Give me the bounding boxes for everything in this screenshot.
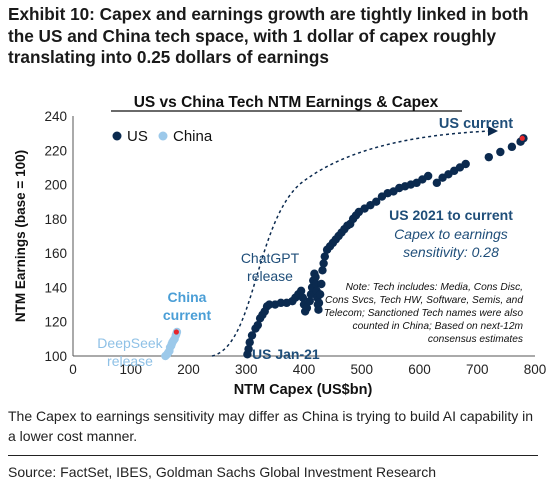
annotation-us-2021: US 2021 to current (389, 207, 513, 223)
us-point (371, 197, 381, 206)
y-tick-label: 140 (44, 280, 67, 295)
note-line-5: consensus estimates (428, 334, 523, 345)
y-tick-label: 180 (44, 212, 67, 227)
x-tick-label: 500 (350, 362, 373, 377)
annotation-chatgpt-2: release (247, 268, 293, 284)
note-line-2: Cons Svcs, Tech HW, Software, Semis, and (325, 295, 523, 306)
x-tick-label: 300 (235, 362, 258, 377)
exhibit-title: Exhibit 10: Capex and earnings growth ar… (8, 4, 529, 67)
footnote: The Capex to earnings sensitivity may di… (8, 408, 533, 444)
us-point (296, 286, 306, 296)
annotation-sensitivity-2: sensitivity: 0.28 (403, 244, 499, 260)
annotation-sensitivity-1: Capex to earnings (394, 226, 508, 242)
x-tick-label: 800 (524, 362, 546, 377)
y-tick-label: 100 (44, 349, 67, 364)
source: Source: FactSet, IBES, Goldman Sachs Glo… (8, 464, 436, 480)
note-line-3: Telecom; Sanctioned Tech names were also (324, 308, 523, 319)
us-point (314, 305, 323, 314)
us-point (507, 142, 517, 152)
us-point (461, 159, 470, 169)
us-point (298, 293, 308, 302)
note-line-4: counted in China; Based on next-12m (353, 321, 524, 332)
x-tick-labels: 0 100 200 300 400 500 600 700 800 (69, 362, 546, 377)
us-point (319, 259, 328, 268)
divider (8, 455, 538, 456)
x-tick-label: 400 (293, 362, 316, 377)
x-tick-label: 0 (69, 362, 77, 377)
annotation-us-current: US current (439, 116, 513, 132)
x-tick-label: 100 (119, 362, 142, 377)
legend-china-marker (158, 131, 168, 141)
legend-china-label: China (173, 128, 213, 145)
us-point (320, 252, 329, 261)
scatter-points (161, 134, 528, 361)
us-point (244, 344, 253, 354)
us-point (265, 300, 274, 309)
us-point (314, 298, 324, 308)
note-line-1: Note: Tech includes: Media, Cons Disc, (346, 282, 523, 293)
y-tick-label: 160 (44, 246, 67, 261)
legend-us-label: US (127, 128, 148, 145)
annotation-china-current-2: current (163, 307, 212, 323)
us-point (302, 303, 312, 313)
chart-title: US vs China Tech NTM Earnings & Capex (134, 94, 439, 111)
annotation-us-jan21: US Jan-21 (252, 346, 320, 362)
us-point (432, 178, 442, 188)
y-tick-label: 200 (44, 178, 67, 193)
china-current-highlight (173, 329, 179, 335)
us-point (276, 298, 286, 308)
y-tick-label: 120 (44, 315, 67, 330)
y-tick-label: 240 (44, 109, 67, 124)
us-point (245, 338, 254, 347)
annotation-chatgpt-1: ChatGPT (241, 250, 300, 266)
us-point (423, 171, 433, 181)
us-point (317, 279, 326, 289)
trend-arrow-head (488, 126, 498, 136)
us-point (484, 152, 493, 162)
us-point (311, 272, 320, 282)
x-tick-label: 200 (177, 362, 200, 377)
us-point (305, 296, 314, 306)
us-point (247, 331, 257, 340)
us-point (315, 290, 325, 299)
us-point (253, 320, 262, 330)
annotation-china-current-1: China (168, 289, 207, 305)
legend-us-marker (112, 131, 122, 141)
y-tick-labels: 100 120 140 160 180 200 220 240 (44, 109, 67, 364)
us-point (496, 147, 505, 157)
y-axis-label: NTM Earnings (base = 100) (13, 150, 28, 322)
us-point (318, 266, 327, 275)
annotation-deepseek-2: release (107, 353, 153, 369)
us-current-highlight (519, 135, 525, 141)
annotation-deepseek-1: DeepSeek (97, 335, 163, 351)
annotation-note: Note: Tech includes: Media, Cons Disc, C… (324, 282, 524, 345)
y-tick-label: 220 (44, 143, 67, 158)
x-tick-label: 700 (466, 362, 489, 377)
x-tick-label: 600 (408, 362, 431, 377)
x-axis-label: NTM Capex (US$bn) (234, 382, 373, 398)
